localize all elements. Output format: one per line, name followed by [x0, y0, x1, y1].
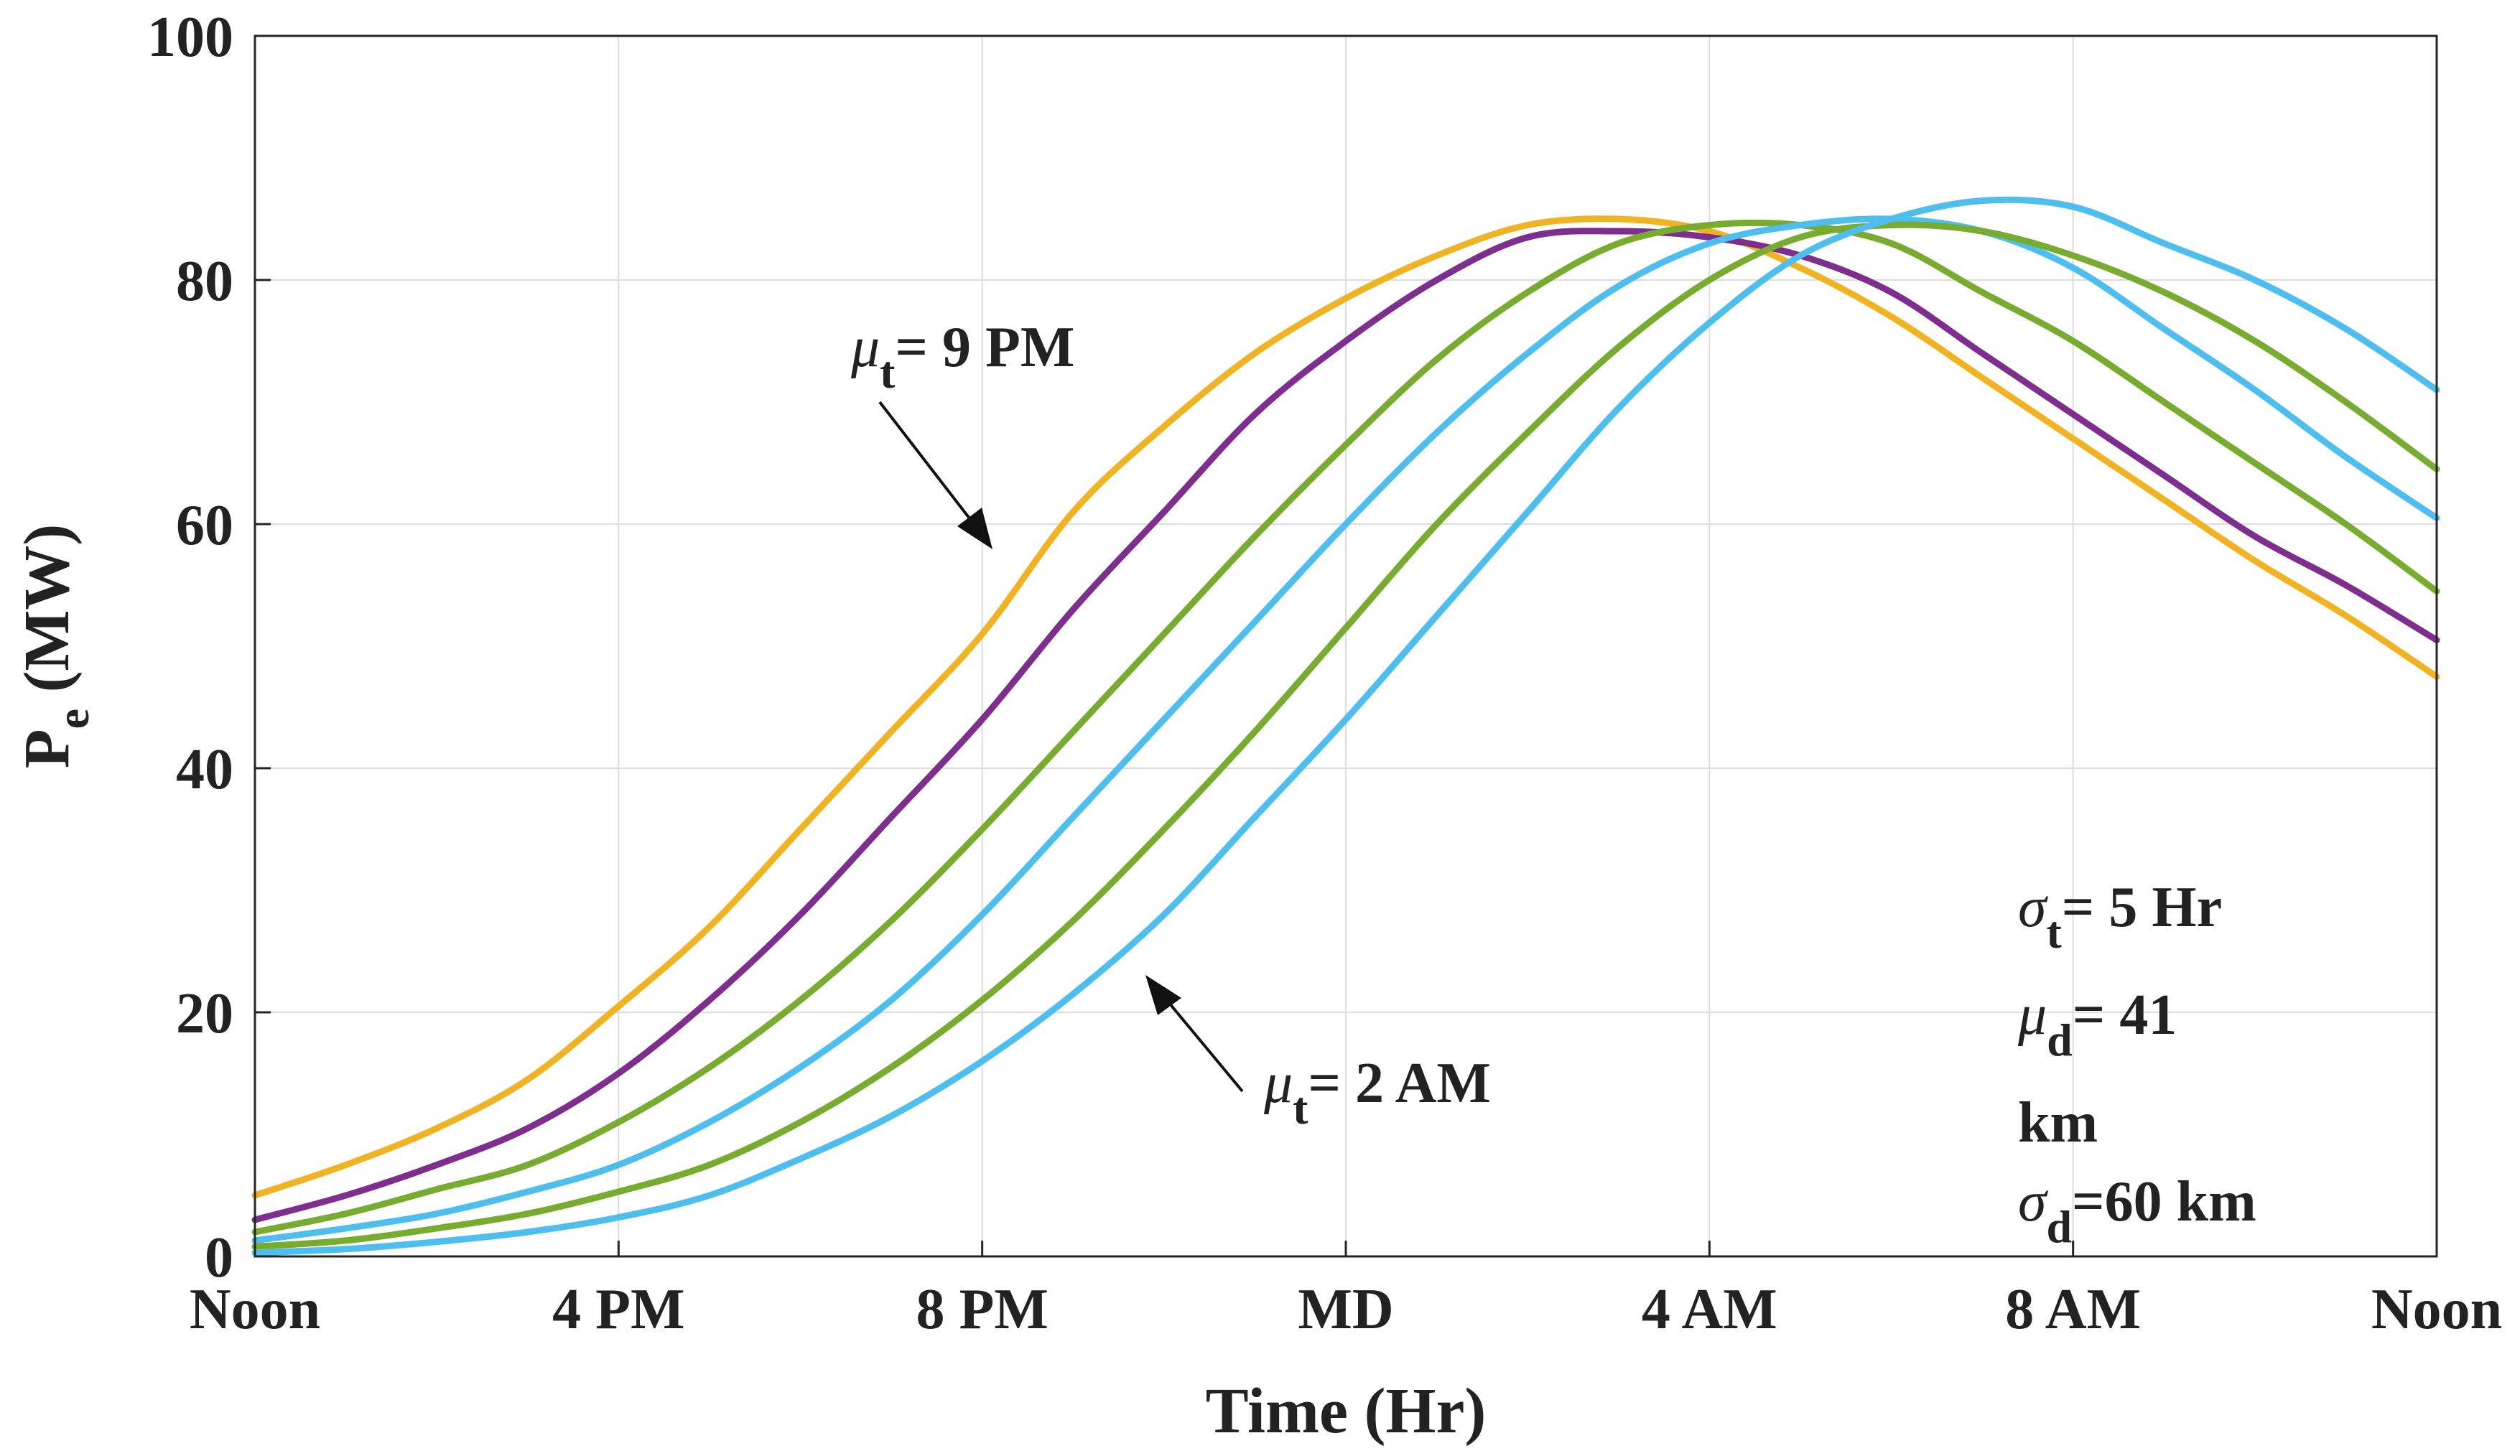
series-line-3 [251, 219, 2440, 1236]
param-mu-d-text: = 41 [2073, 984, 2177, 1047]
annotation-lower: μt= 2 AM [1263, 1052, 1491, 1134]
series-line-6 [251, 196, 2440, 1256]
annotation-lower-symbol: μ [1263, 1052, 1293, 1115]
series-line-4 [251, 215, 2440, 1244]
param-sigma-t-symbol: σ [2018, 876, 2048, 939]
y-tick-label: 80 [176, 250, 233, 313]
x-axis-ticks: Noon 4 PM 8 PM MD 4 AM 8 AM Noon [190, 1241, 2502, 1341]
y-axis-label-main: P [11, 729, 83, 768]
param-sigma-t-text: = 5 Hr [2062, 876, 2222, 939]
param-sigma-d-sub: d [2046, 1201, 2072, 1252]
param-sigma-t-sub: t [2046, 907, 2062, 958]
series-line-2 [251, 228, 2440, 1223]
annotation-upper: μt= 9 PM [850, 316, 1074, 398]
annotation-upper-arrowhead [957, 508, 992, 549]
y-axis-label: Pe (MW) [11, 524, 98, 769]
x-tick-label: Noon [2371, 1278, 2502, 1341]
param-sigma-d-text: =60 km [2072, 1170, 2256, 1233]
annotation-lower-arrowhead [1145, 975, 1181, 1015]
param-mu-d-sub: d [2047, 1014, 2073, 1065]
param-mu-d-unit: km [2018, 1091, 2098, 1154]
y-tick-label: 0 [205, 1226, 233, 1289]
series-lines [251, 196, 2440, 1256]
series-line-5 [251, 221, 2440, 1250]
annotation-upper-sub: t [880, 347, 896, 398]
param-sigma-d: σd=60 km [2018, 1170, 2256, 1252]
x-tick-label: MD [1298, 1278, 1393, 1341]
x-tick-label: 8 PM [916, 1278, 1048, 1341]
y-tick-label: 20 [176, 982, 233, 1045]
annotation-upper-arrow [878, 401, 978, 529]
y-tick-label: 100 [147, 6, 233, 69]
x-tick-label: 4 PM [552, 1278, 684, 1341]
param-mu-d-symbol: μ [2017, 984, 2047, 1047]
annotation-upper-symbol: μ [850, 316, 880, 379]
y-tick-label: 40 [176, 738, 233, 801]
param-mu-d: μd= 41 [2017, 984, 2177, 1065]
annotation-lower-sub: t [1293, 1083, 1308, 1134]
annotation-upper-text: = 9 PM [895, 316, 1074, 379]
annotation-lower-text: = 2 AM [1308, 1052, 1490, 1115]
x-tick-label: Noon [190, 1278, 320, 1341]
grid-lines [254, 35, 2437, 1257]
x-tick-label: 4 AM [1642, 1278, 1777, 1341]
y-axis-label-sub: e [47, 709, 98, 729]
series-line-1 [251, 215, 2440, 1199]
y-axis-label-rest: (MW) [11, 524, 83, 709]
param-sigma-d-symbol: σ [2018, 1170, 2048, 1233]
annotation-lower-arrow [1161, 993, 1244, 1093]
y-axis-ticks: 0 20 40 60 80 100 [147, 6, 271, 1289]
y-tick-label: 60 [176, 494, 233, 557]
x-tick-label: 8 AM [2005, 1278, 2141, 1341]
param-sigma-t: σt= 5 Hr [2018, 876, 2222, 958]
x-axis-label: Time (Hr) [1206, 1376, 1487, 1447]
